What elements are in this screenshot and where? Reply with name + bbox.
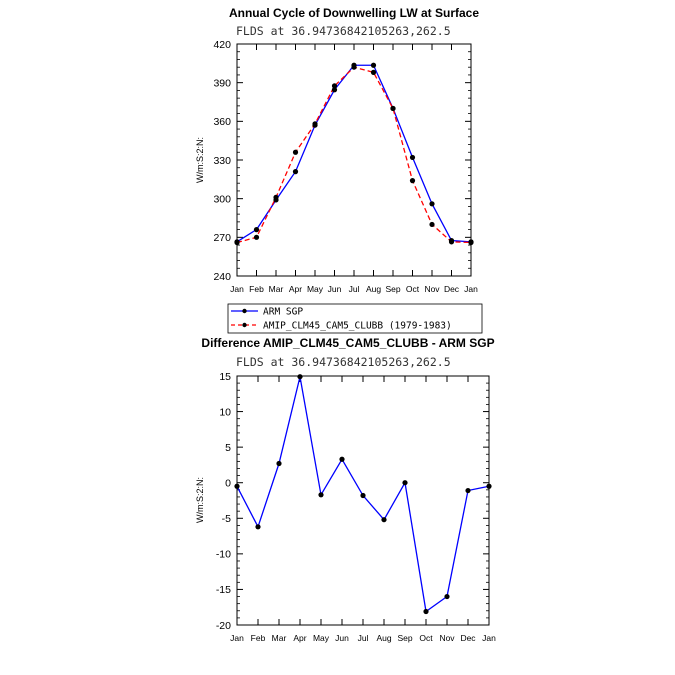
chart-2-plot-frame xyxy=(236,375,490,626)
chart-2-series-0-point xyxy=(465,487,471,494)
chart-1-x-tick-label: Feb xyxy=(249,284,264,294)
chart-2-x-tick-label: May xyxy=(313,633,330,643)
chart-2-series-0-point xyxy=(297,374,303,380)
chart-2-series-0-point xyxy=(276,460,282,467)
chart-1-x-tick-label: Nov xyxy=(424,284,440,294)
legend-label-amip: AMIP_CLM45_CAM5_CLUBB (1979-1983) xyxy=(263,321,452,332)
chart-2-y-tick-label: -15 xyxy=(216,584,231,596)
chart-1-series-1-point xyxy=(253,234,260,240)
chart-2-x-tick-label: Jun xyxy=(335,633,349,643)
legend-label-arm-sgp: ARM SGP xyxy=(263,307,303,318)
chart-1-x-tick-label: Jul xyxy=(349,284,360,294)
chart-2-x-tick-label: Jul xyxy=(358,633,369,643)
chart-2-x-tick-label: Jan xyxy=(230,633,244,643)
chart-1-subtitle: FLDS at 36.94736842105263,262.5 xyxy=(236,24,451,38)
chart-2-y-tick-label: 5 xyxy=(225,442,231,454)
chart-2-y-axis-label: W/m:S:2:N: xyxy=(195,477,205,523)
chart-1-series-0-point xyxy=(429,201,435,207)
chart-2-series-0-point xyxy=(423,608,429,615)
chart-1-y-axis-label: W/m:S:2:N: xyxy=(195,137,205,183)
chart-2-x-tick-label: Mar xyxy=(272,633,287,643)
chart-2-series-0-point xyxy=(381,517,387,523)
chart-2-title: Difference AMIP_CLM45_CAM5_CLUBB - ARM S… xyxy=(201,336,494,350)
chart-2-series-0-point xyxy=(444,593,450,600)
chart-1-y-tick-label: 330 xyxy=(213,155,231,167)
chart-1-x-tick-label: Jan xyxy=(230,284,244,294)
chart-2-series-0-point xyxy=(255,524,261,530)
chart-2-y-tick-label: -10 xyxy=(216,549,231,561)
chart-1-series-1-point xyxy=(390,105,396,112)
chart-2-x-tick-label: Aug xyxy=(376,633,391,643)
chart-2-subtitle: FLDS at 36.94736842105263,262.5 xyxy=(236,355,451,369)
chart-1-series-1-point xyxy=(409,178,416,184)
legend-box xyxy=(227,303,483,334)
chart-difference: Difference AMIP_CLM45_CAM5_CLUBB - ARM S… xyxy=(195,336,496,643)
chart-1-y-tick-label: 270 xyxy=(213,232,231,244)
chart-1-x-tick-label: Jan xyxy=(464,284,478,294)
chart-2-series-0-point xyxy=(402,480,408,486)
chart-2-x-tick-label: Dec xyxy=(460,633,476,643)
chart-2-x-tick-label: Jan xyxy=(482,633,496,643)
chart-1-series-0-point xyxy=(331,87,338,93)
chart-2-y-tick-label: -5 xyxy=(222,513,231,525)
chart-1-series-1-point xyxy=(351,64,357,70)
chart-2-x-tick-label: Oct xyxy=(419,633,433,643)
chart-1-series-1-point xyxy=(429,221,435,228)
legend-marker-arm-sgp xyxy=(242,308,247,314)
chart-2-series-0-point xyxy=(339,456,345,462)
chart-1-series-1-point xyxy=(273,194,279,200)
chart-1-series-0-point xyxy=(409,154,416,161)
chart-1-series-1-point xyxy=(370,69,377,75)
chart-1-y-tick-label: 360 xyxy=(213,116,231,128)
chart-1-title: Annual Cycle of Downwelling LW at Surfac… xyxy=(229,6,479,20)
chart-1-y-tick-label: 420 xyxy=(213,39,231,51)
chart-1-plot-frame xyxy=(236,43,472,277)
chart-1-x-tick-label: Jun xyxy=(328,284,342,294)
chart-1-series-line-1 xyxy=(236,66,472,244)
chart-annual-cycle: Annual Cycle of Downwelling LW at Surfac… xyxy=(195,6,479,294)
chart-2-x-tick-label: Apr xyxy=(293,633,306,643)
chart-2-x-tick-label: Feb xyxy=(251,633,266,643)
chart-2-y-tick-label: -20 xyxy=(216,620,231,632)
chart-1-series-line-0 xyxy=(236,64,472,243)
chart-2-y-tick-label: 10 xyxy=(219,406,231,418)
chart-1-series-0-point xyxy=(253,227,260,233)
chart-1-series-0-point xyxy=(292,169,299,175)
chart-1-x-tick-label: Sep xyxy=(385,284,400,294)
chart-1-y-tick-label: 300 xyxy=(213,193,231,205)
chart-1-x-tick-label: Apr xyxy=(289,284,302,294)
chart-2-x-tick-label: Nov xyxy=(439,633,455,643)
chart-2-y-tick-label: 0 xyxy=(225,478,231,490)
chart-2-y-tick-label: 15 xyxy=(219,371,231,383)
chart-2-x-tick-label: Sep xyxy=(397,633,412,643)
chart-1-y-tick-label: 240 xyxy=(213,271,231,283)
legend: ARM SGP AMIP_CLM45_CAM5_CLUBB (1979-1983… xyxy=(227,303,483,334)
chart-1-series-0-point xyxy=(370,62,377,68)
chart-1-y-tick-label: 390 xyxy=(213,77,231,89)
chart-2-series-0-point xyxy=(360,492,366,499)
chart-1-x-tick-label: Mar xyxy=(269,284,284,294)
chart-1-series-1-point xyxy=(292,149,299,155)
chart-1-series-1-point xyxy=(312,121,318,127)
legend-marker-amip xyxy=(242,322,247,328)
chart-2-series-0-point xyxy=(318,492,324,498)
chart-1-series-1-point xyxy=(448,239,455,245)
chart-1-x-tick-label: Oct xyxy=(406,284,420,294)
chart-1-x-tick-label: Dec xyxy=(444,284,460,294)
chart-1-x-tick-label: May xyxy=(307,284,324,294)
chart-1-x-tick-label: Aug xyxy=(366,284,381,294)
chart-1-series-1-point xyxy=(331,83,338,89)
